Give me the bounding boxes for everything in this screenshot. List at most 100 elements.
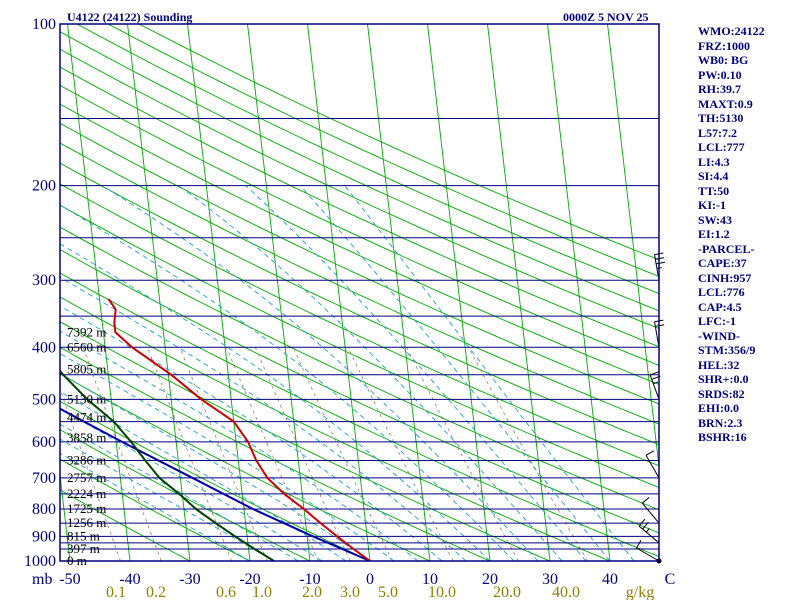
plot-frame <box>59 23 660 562</box>
isotherm-line <box>547 24 611 561</box>
index-item: FRZ:1000 <box>698 38 750 53</box>
wind-barb-flag <box>641 497 650 504</box>
index-item: LCL:776 <box>698 285 745 299</box>
mixing-ratio-label: 40.0 <box>552 584 580 600</box>
mixing-ratio-line <box>292 347 393 561</box>
index-item: LFC:-1 <box>698 314 736 328</box>
index-item: HEL:32 <box>698 357 740 372</box>
isotherm-line <box>307 24 371 561</box>
temperature-tick-label: 20 <box>482 571 498 588</box>
height-label: 2224 m <box>67 486 106 501</box>
dry-adiabat-line <box>60 84 659 366</box>
temperature-tick-label: -40 <box>119 571 140 588</box>
index-item: EI:1.2 <box>698 227 730 241</box>
index-item: CINH:957 <box>698 270 752 285</box>
height-label: 5805 m <box>67 362 106 377</box>
dry-adiabat-line <box>107 24 659 277</box>
dry-adiabat-line <box>60 183 659 467</box>
dry-adiabat-line <box>76 24 659 294</box>
index-item: KI:-1 <box>698 198 726 212</box>
height-label: 0 m <box>67 553 87 568</box>
index-item: -WIND- <box>698 328 740 343</box>
pressure-tick-label: 800 <box>32 501 56 518</box>
index-item: CAP:4.5 <box>698 299 742 314</box>
height-label: 6560 m <box>67 339 106 354</box>
dry-adiabat-line <box>60 162 659 446</box>
wind-barb <box>638 525 660 544</box>
moist-adiabat-line <box>60 423 299 561</box>
height-label: 1725 m <box>67 501 106 516</box>
temperature-tick-label: -50 <box>59 571 80 588</box>
pressure-tick-label: 400 <box>32 339 56 356</box>
temperature-tick-label: 40 <box>602 571 618 588</box>
index-item: STM:356/9 <box>698 343 756 357</box>
index-item: CAPE:37 <box>698 256 747 270</box>
wind-barb-half <box>645 527 650 533</box>
temperature-tick-label: -30 <box>179 571 200 588</box>
isotherm-line <box>607 24 659 471</box>
isotherm-line <box>0 24 10 561</box>
temperature-trace <box>107 298 371 561</box>
index-item: SI:4.4 <box>698 169 729 183</box>
wind-barb-flag <box>656 261 666 265</box>
mixing-ratio-label: 20.0 <box>493 584 521 600</box>
chart-time: 0000Z 5 NOV 25 <box>563 10 648 24</box>
height-label: 397 m <box>67 541 100 556</box>
pressure-tick-label: 1000 <box>24 553 56 570</box>
index-item: BSHR:16 <box>698 430 747 444</box>
height-label: 3286 m <box>67 453 106 468</box>
height-label: 7392 m <box>67 324 106 339</box>
pressure-tick-label: 900 <box>32 528 56 545</box>
temperature-tick-label: -20 <box>239 571 260 588</box>
index-item: BRN:2.3 <box>698 415 743 430</box>
pressure-tick-label: 300 <box>32 272 56 289</box>
mixing-ratio-label: 5.0 <box>378 584 398 600</box>
isotherm-line <box>427 24 491 561</box>
index-item: -PARCEL- <box>698 241 755 256</box>
wind-barb-flag <box>642 521 649 530</box>
index-item: LI:4.3 <box>698 154 730 169</box>
mixing-ratio-label: 1.0 <box>252 584 272 600</box>
dry-adiabat-line <box>60 66 659 348</box>
mixing-ratio-label: 0.6 <box>216 584 236 600</box>
dry-adiabat-line <box>60 103 659 385</box>
moist-adiabat-line <box>60 243 491 561</box>
moist-adiabat-line <box>60 438 275 561</box>
temperature-tick-label: 10 <box>422 571 438 588</box>
wind-barb-flag <box>638 518 646 527</box>
index-panel: WMO:24122 FRZ:1000 WB0: BG PW:0.10 RH:39.7 MA… <box>698 24 798 445</box>
dry-adiabat-line <box>60 204 659 488</box>
mixing-ratio-line <box>347 347 454 561</box>
temperature-tick-label: C <box>665 571 676 588</box>
index-item: EHI:0.0 <box>698 401 740 415</box>
wind-barb-flag <box>645 450 655 456</box>
grid-layer <box>0 24 659 561</box>
index-item: TH:5130 <box>698 111 744 125</box>
index-item: MAXT:0.9 <box>698 96 753 111</box>
wind-barb <box>641 502 660 524</box>
height-label: 1256 m <box>67 515 106 530</box>
dry-adiabat-line <box>60 122 659 405</box>
pressure-tick-label: 700 <box>32 470 56 487</box>
pressure-tick-label: 600 <box>32 434 56 451</box>
index-item: SHR+:0.0 <box>698 372 749 386</box>
wind-layer <box>636 252 666 564</box>
index-item: SW:43 <box>698 212 733 227</box>
height-label: 5130 m <box>67 391 106 406</box>
wind-barb <box>636 547 660 562</box>
mixing-ratio-label: 2.0 <box>302 584 322 600</box>
isotherm-line <box>367 24 431 561</box>
mixing-ratio-line <box>226 347 319 561</box>
height-label: 2757 m <box>67 470 106 485</box>
height-label: 815 m <box>67 528 100 543</box>
index-item: LCL:777 <box>698 140 745 154</box>
pressure-tick-label: 500 <box>32 391 56 408</box>
index-item: PW:0.10 <box>698 67 742 82</box>
wind-barb-half <box>653 381 659 385</box>
temperature-tick-label: 30 <box>542 571 558 588</box>
moist-adiabat-line <box>178 185 563 561</box>
dry-adiabat-line <box>60 142 659 425</box>
wind-barb-flag <box>649 371 659 376</box>
